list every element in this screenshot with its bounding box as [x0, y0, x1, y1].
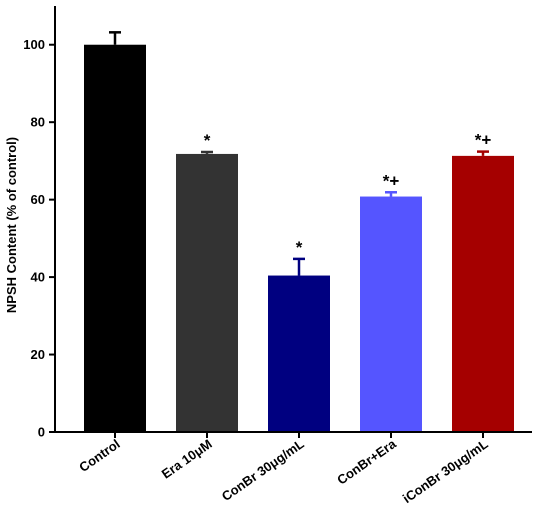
bars	[84, 44, 514, 433]
y-tick-label: 80	[31, 115, 45, 130]
y-tick-label: 100	[23, 37, 45, 52]
y-tick-label: 60	[31, 192, 45, 207]
y-tick-label: 20	[31, 347, 45, 362]
y-tick-label: 0	[38, 425, 45, 440]
significance-label-2: *	[296, 238, 303, 257]
y-tick-label: 40	[31, 270, 45, 285]
error-bars	[109, 31, 489, 276]
bar-4	[452, 155, 514, 432]
x-tick-label-2: ConBr 30μg/mL	[219, 436, 307, 504]
bar-3	[360, 196, 422, 432]
significance-label-1: *	[204, 131, 211, 150]
bar-0	[84, 44, 146, 433]
x-tick-label-1: Era 10μM	[159, 436, 215, 481]
bar-2	[268, 275, 330, 432]
significance-label-3: *+	[383, 171, 400, 190]
x-tick-label-0: Control	[76, 436, 122, 475]
y-axis-ticks: 0 20 40 60 80 100	[23, 37, 55, 440]
x-tick-label-4: iConBr 30μg/mL	[400, 436, 491, 506]
y-axis-title: NPSH Content (% of control)	[4, 137, 19, 313]
x-tick-label-3: ConBr+Era	[334, 436, 399, 488]
bar-1	[176, 153, 238, 433]
significance-labels: * * *+ *+	[204, 131, 492, 257]
significance-label-4: *+	[475, 131, 492, 150]
x-axis-tick-labels: Control Era 10μM ConBr 30μg/mL ConBr+Era iCo…	[76, 432, 491, 506]
